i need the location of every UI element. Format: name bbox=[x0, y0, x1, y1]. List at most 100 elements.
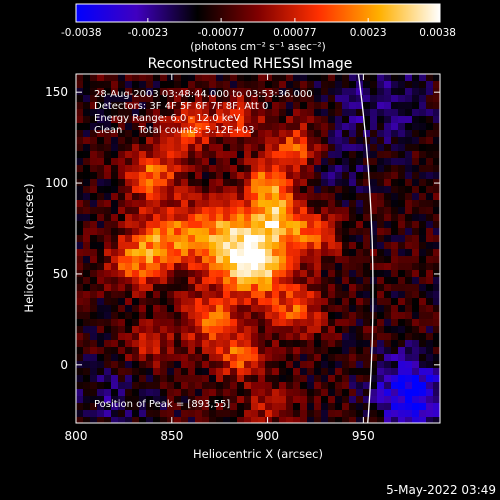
heatmap-cell bbox=[321, 277, 329, 285]
heatmap-cell bbox=[328, 291, 336, 299]
heatmap-cell bbox=[377, 326, 385, 334]
heatmap-cell bbox=[244, 235, 252, 243]
heatmap-cell bbox=[370, 263, 378, 271]
heatmap-cell bbox=[118, 256, 126, 264]
heatmap-cell bbox=[426, 207, 434, 215]
heatmap-cell bbox=[125, 375, 133, 383]
heatmap-cell bbox=[181, 102, 189, 110]
heatmap-cell bbox=[419, 221, 427, 229]
heatmap-cell bbox=[90, 221, 98, 229]
heatmap-cell bbox=[237, 235, 245, 243]
heatmap-cell bbox=[90, 340, 98, 348]
heatmap-cell bbox=[286, 74, 294, 82]
heatmap-cell bbox=[377, 81, 385, 89]
heatmap-cell bbox=[230, 137, 238, 145]
heatmap-cell bbox=[321, 396, 329, 404]
heatmap-cell bbox=[391, 368, 399, 376]
heatmap-cell bbox=[139, 326, 147, 334]
heatmap-cell bbox=[139, 340, 147, 348]
heatmap-cell bbox=[237, 340, 245, 348]
heatmap-cell bbox=[118, 403, 126, 411]
heatmap-cell bbox=[265, 109, 273, 117]
heatmap-cell bbox=[251, 151, 259, 159]
heatmap-cell bbox=[335, 340, 343, 348]
heatmap-cell bbox=[356, 298, 364, 306]
heatmap-cell bbox=[188, 305, 196, 313]
heatmap-cell bbox=[426, 95, 434, 103]
heatmap-cell bbox=[300, 228, 308, 236]
heatmap-cell bbox=[153, 291, 161, 299]
heatmap-cell bbox=[230, 270, 238, 278]
heatmap-cell bbox=[363, 256, 371, 264]
heatmap-cell bbox=[216, 277, 224, 285]
heatmap-cell bbox=[216, 326, 224, 334]
heatmap-cell bbox=[272, 151, 280, 159]
heatmap-cell bbox=[181, 305, 189, 313]
heatmap-cell bbox=[412, 305, 420, 313]
heatmap-cell bbox=[167, 186, 175, 194]
heatmap-cell bbox=[265, 354, 273, 362]
heatmap-cell bbox=[391, 214, 399, 222]
heatmap-cell bbox=[167, 382, 175, 390]
heatmap-cell bbox=[377, 144, 385, 152]
heatmap-cell bbox=[223, 207, 231, 215]
heatmap-cell bbox=[335, 207, 343, 215]
heatmap-cell bbox=[419, 158, 427, 166]
heatmap-cell bbox=[90, 81, 98, 89]
heatmap-cell bbox=[384, 340, 392, 348]
heatmap-cell bbox=[370, 200, 378, 208]
heatmap-cell bbox=[321, 368, 329, 376]
heatmap-cell bbox=[146, 130, 154, 138]
heatmap-cell bbox=[314, 242, 322, 250]
heatmap-cell bbox=[377, 298, 385, 306]
heatmap-cell bbox=[125, 228, 133, 236]
heatmap-cell bbox=[279, 277, 287, 285]
heatmap-cell bbox=[272, 242, 280, 250]
heatmap-cell bbox=[146, 81, 154, 89]
heatmap-cell bbox=[244, 214, 252, 222]
heatmap-cell bbox=[230, 221, 238, 229]
heatmap-cell bbox=[237, 368, 245, 376]
heatmap-cell bbox=[223, 221, 231, 229]
heatmap-cell bbox=[76, 340, 84, 348]
heatmap-cell bbox=[251, 270, 259, 278]
heatmap-cell bbox=[251, 284, 259, 292]
heatmap-cell bbox=[419, 242, 427, 250]
heatmap-cell bbox=[405, 361, 413, 369]
heatmap-cell bbox=[181, 130, 189, 138]
heatmap-cell bbox=[209, 172, 217, 180]
heatmap-cell bbox=[314, 396, 322, 404]
heatmap-cell bbox=[356, 151, 364, 159]
heatmap-cell bbox=[146, 158, 154, 166]
heatmap-cell bbox=[335, 354, 343, 362]
heatmap-cell bbox=[391, 179, 399, 187]
heatmap-cell bbox=[258, 102, 266, 110]
heatmap-cell bbox=[370, 291, 378, 299]
heatmap-cell bbox=[174, 81, 182, 89]
heatmap-cell bbox=[160, 277, 168, 285]
heatmap-cell bbox=[419, 284, 427, 292]
heatmap-cell bbox=[244, 249, 252, 257]
heatmap-cell bbox=[181, 88, 189, 96]
heatmap-cell bbox=[342, 137, 350, 145]
heatmap-cell bbox=[153, 214, 161, 222]
heatmap-cell bbox=[384, 277, 392, 285]
heatmap-cell bbox=[153, 305, 161, 313]
heatmap-cell bbox=[195, 74, 203, 82]
heatmap-cell bbox=[97, 319, 105, 327]
heatmap-cell bbox=[328, 298, 336, 306]
heatmap-cell bbox=[209, 179, 217, 187]
heatmap-cell bbox=[412, 228, 420, 236]
heatmap-cell bbox=[272, 312, 280, 320]
heatmap-cell bbox=[307, 228, 315, 236]
heatmap-cell bbox=[265, 137, 273, 145]
heatmap-cell bbox=[83, 347, 91, 355]
heatmap-cell bbox=[244, 74, 252, 82]
heatmap-cell bbox=[237, 165, 245, 173]
heatmap-cell bbox=[426, 137, 434, 145]
heatmap-cell bbox=[314, 298, 322, 306]
heatmap-cell bbox=[356, 186, 364, 194]
heatmap-cell bbox=[181, 284, 189, 292]
heatmap-cell bbox=[279, 158, 287, 166]
heatmap-cell bbox=[307, 368, 315, 376]
